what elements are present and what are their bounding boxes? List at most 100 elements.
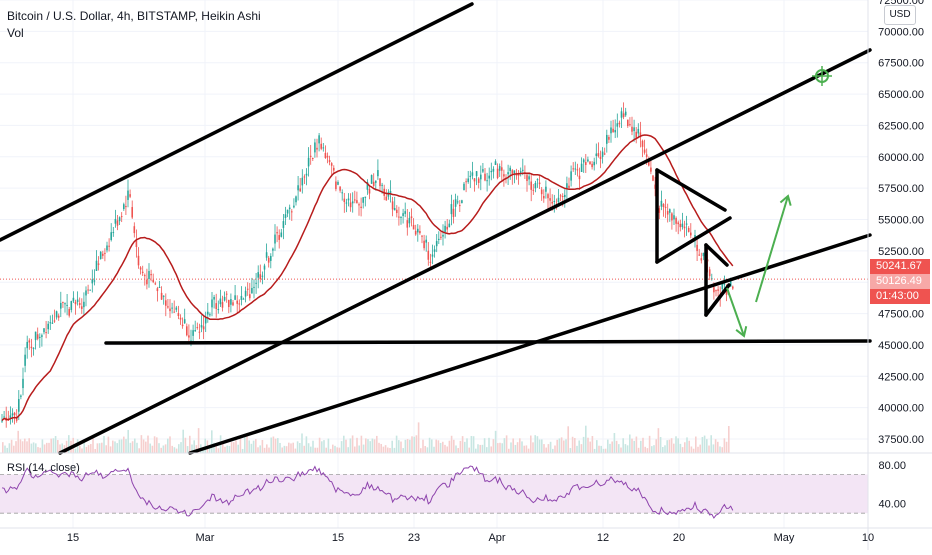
candle-body xyxy=(175,307,178,310)
volume-bar xyxy=(173,447,176,453)
volume-bar xyxy=(109,446,112,453)
candle-body xyxy=(450,204,453,215)
volume-bar xyxy=(589,441,591,453)
volume-bar xyxy=(703,435,706,453)
candle-body xyxy=(423,240,425,249)
candle-body xyxy=(406,220,409,228)
volume-bar xyxy=(336,447,338,453)
candle-body xyxy=(566,183,568,190)
candle-body xyxy=(351,201,354,204)
candle-body xyxy=(444,225,446,232)
volume-bar xyxy=(257,447,259,453)
volume-bar xyxy=(274,438,277,453)
candle-body xyxy=(87,289,89,291)
candle-body xyxy=(679,223,682,228)
volume-bar xyxy=(98,443,101,453)
candle-body xyxy=(557,197,560,203)
volume-bar xyxy=(534,435,536,453)
volume-bar xyxy=(37,447,39,453)
candle-body xyxy=(337,181,339,185)
volume-bar xyxy=(134,438,136,453)
candle-body xyxy=(356,200,358,204)
volume-bar xyxy=(182,429,184,453)
candle-body xyxy=(148,271,150,279)
candle-body xyxy=(99,251,102,260)
candle-body xyxy=(685,223,688,225)
candle-body xyxy=(251,287,253,294)
volume-bar xyxy=(609,443,611,453)
volume-bar xyxy=(349,438,352,453)
volume-bar xyxy=(503,438,506,453)
candle-body xyxy=(156,288,159,292)
candle-body xyxy=(257,272,259,278)
candle-body xyxy=(24,354,26,366)
candle-body xyxy=(211,299,213,308)
candle-body xyxy=(547,194,549,199)
candle-body xyxy=(72,297,75,302)
volume-bar xyxy=(580,444,583,453)
volume-bar xyxy=(112,440,114,453)
volume-bar xyxy=(316,447,319,453)
candle-body xyxy=(375,180,377,183)
candle-body xyxy=(154,283,157,285)
candle-body xyxy=(713,287,715,293)
candle-body xyxy=(146,279,148,285)
volume-bar xyxy=(560,437,563,453)
volume-bar xyxy=(439,442,442,453)
time-tick-label: 12 xyxy=(597,532,609,544)
volume-bar xyxy=(422,439,424,453)
candle-body xyxy=(297,185,299,191)
candle-body xyxy=(414,230,417,235)
volume-bar xyxy=(312,440,314,453)
volume-bar xyxy=(437,440,440,453)
candle-body xyxy=(183,319,186,324)
candle-body xyxy=(305,173,308,176)
volume-bar xyxy=(699,444,701,453)
candle-body xyxy=(551,201,553,204)
candle-body xyxy=(585,162,587,165)
candle-body xyxy=(127,190,129,200)
volume-bar xyxy=(116,443,118,453)
volume-bar xyxy=(175,448,178,453)
candle-body xyxy=(320,143,322,149)
volume-bar xyxy=(314,447,316,453)
volume-bar xyxy=(340,441,343,453)
candle-body xyxy=(272,248,274,251)
volume-bar xyxy=(692,448,695,453)
candle-body xyxy=(240,295,243,300)
volume-bar xyxy=(57,440,59,453)
candle-body xyxy=(261,275,264,277)
candle-body xyxy=(440,236,442,238)
candle-body xyxy=(559,195,562,197)
candle-body xyxy=(690,232,692,236)
candle-body xyxy=(618,122,621,125)
candle-body xyxy=(652,175,654,181)
volume-bar xyxy=(118,439,121,453)
volume-bar xyxy=(626,445,629,453)
volume-bar xyxy=(367,439,369,453)
volume-bar xyxy=(646,448,649,453)
candle-body xyxy=(137,255,140,266)
candle-body xyxy=(465,181,467,183)
currency-button[interactable]: USD xyxy=(884,5,916,25)
candle-body xyxy=(366,181,369,190)
candle-body xyxy=(364,196,367,198)
volume-bar xyxy=(501,443,503,453)
candle-body xyxy=(708,269,711,277)
volume-bar xyxy=(712,444,715,453)
volume-bar xyxy=(516,442,519,453)
candle-body xyxy=(70,301,73,310)
candle-body xyxy=(179,317,182,320)
volume-bar xyxy=(721,447,723,453)
volume-bar xyxy=(136,442,138,453)
candle-body xyxy=(696,244,698,252)
volume-bar xyxy=(140,435,143,453)
volume-bar xyxy=(604,448,607,453)
volume-bar xyxy=(406,439,409,453)
volume-bar xyxy=(248,440,250,453)
volume-bar xyxy=(19,439,22,453)
volume-bar xyxy=(208,447,211,453)
volume-bar xyxy=(318,437,321,453)
